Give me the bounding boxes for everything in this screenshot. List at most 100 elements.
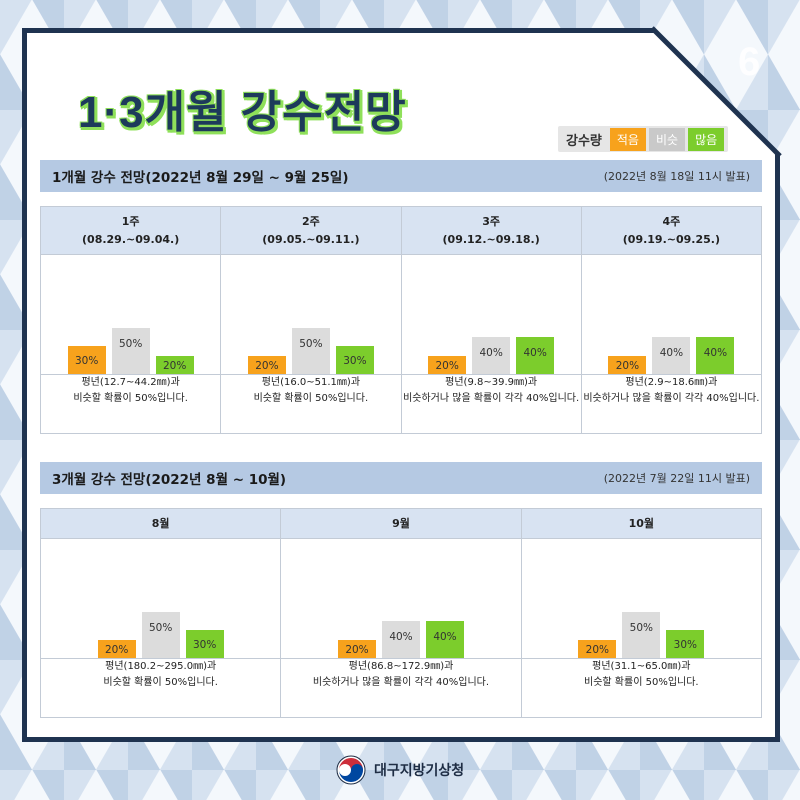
bar-high [516,337,555,374]
bar-label-similar: 50% [118,338,143,350]
description-line-2: 비슷하거나 많을 확률이 각각 40%입니다. [403,393,580,404]
column-header: 1주 (08.29.~09.04.) [41,207,221,255]
bar-label-similar: 40% [659,347,684,360]
bar-low [428,355,467,374]
bar-low [337,639,376,658]
agency-name: 대구지방기상청 [374,763,465,779]
period-label: 8월 [151,516,170,530]
column-header: 8월 [41,509,281,539]
bar-label-low: 20% [345,643,369,656]
forecast-table-1month: 1주 (08.29.~09.04.) 30% 50% 20% 평년(12.7~44.2㎜)… [40,206,762,434]
description-line-1: 평년(86.8~172.9㎜)과 [348,661,454,672]
column-header: 4주 (09.19.~09.25.) [581,207,761,255]
forecast-column: 3주 (09.12.~09.18.) 20% 40% 40% 평년(9.8~39.9㎜)과… [401,207,582,433]
bar-label-high: 30% [192,639,217,652]
section-1month-header: 1개월 강수 전망(2022년 8월 29일 ~ 9월 25일) (2022년 … [40,160,762,192]
probability-chart: 20% 40% 40% [581,255,761,375]
bar-high [425,621,464,658]
footer: 대구지방기상청 [336,755,464,785]
bar-low [247,355,286,374]
bar-label-similar: 40% [389,631,413,644]
section-1month-issued: (2022년 8월 18일 11시 발표) [603,170,750,183]
probability-chart: 30% 50% 20% [41,255,221,375]
description-line-2: 비슷하거나 많을 확률이 각각 40%입니다. [312,677,490,688]
description-line-2: 비슷할 확률이 50%입니다. [253,393,369,404]
bar-label-low: 20% [255,359,279,372]
description-line-1: 평년(9.8~39.9㎜)과 [445,377,538,388]
bar-label-high: 20% [162,359,187,372]
forecast-column: 2주 (09.05.~09.11.) 20% 50% 30% 평년(16.0~51.1㎜)… [221,207,402,433]
bar-label-similar: 40% [479,347,503,360]
legend: 강수량 적음 비슷 많음 [558,126,729,152]
period-label: 2주 [301,214,320,228]
bar-low [578,639,617,658]
bar-similar [652,337,691,374]
bar-high [335,346,374,374]
probability-chart: 20% 40% 40% [281,539,521,659]
description-line-1: 평년(2.9~18.6㎜)과 [625,377,718,388]
page-number: 6 [738,40,761,84]
period-label: 1주 [121,214,140,228]
legend-high: 많음 [688,127,725,151]
bar-label-high: 40% [523,347,547,360]
forecast-column: 8월 20% 50% 30% 평년(180.2~295.0㎜)과 비슷할 확률이 50%입… [41,509,282,717]
period-dates: (09.12.~09.18.) [442,232,540,246]
bar-similar [291,328,330,374]
description-line-2: 비슷할 확률이 50%입니다. [584,677,699,688]
period-label: 10월 [628,516,655,530]
bar-high [185,630,224,658]
section-1month-title: 1개월 강수 전망(2022년 8월 29일 ~ 9월 25일) [52,170,349,186]
description-line-1: 평년(12.7~44.2㎜)과 [81,377,180,388]
description-line-1: 평년(180.2~295.0㎜)과 [105,661,217,672]
bar-label-low: 30% [74,355,99,368]
bar-similar [622,612,661,658]
forecast-table-3month: 8월 20% 50% 30% 평년(180.2~295.0㎜)과 비슷할 확률이 50%입… [40,508,762,718]
period-label: 3주 [482,214,501,228]
legend-low: 적음 [609,127,646,151]
probability-chart: 20% 50% 30% [41,539,281,659]
bar-low [608,355,647,374]
period-dates: (09.05.~09.11.) [262,232,360,246]
probability-chart: 20% 50% 30% [521,539,761,659]
period-dates: (08.29.~09.04.) [82,232,180,246]
bar-similar [111,328,150,374]
bar-similar [141,612,180,658]
bar-label-low: 20% [104,643,129,656]
description-line-2: 비슷할 확률이 50%입니다. [73,393,188,404]
bar-label-similar: 50% [629,622,653,634]
probability-chart: 20% 50% 30% [221,255,401,375]
column-header: 3주 (09.12.~09.18.) [401,207,581,255]
column-header: 9월 [281,509,521,539]
bar-label-high: 40% [703,347,728,360]
forecast-column: 9월 20% 40% 40% 평년(86.8~172.9㎜)과 비슷하거나 많을 확률이 … [281,509,522,717]
bar-label-similar: 50% [148,622,173,634]
bar-label-high: 30% [673,639,697,652]
legend-title: 강수량 [566,133,602,149]
description-line-1: 평년(16.0~51.1㎜)과 [261,377,361,388]
section-3month-issued: (2022년 7월 22일 11시 발표) [603,472,750,485]
section-3month-title: 3개월 강수 전망(2022년 8월 ~ 10월) [52,472,287,488]
description-line-2: 비슷하거나 많을 확률이 각각 40%입니다. [583,393,760,404]
bar-label-low: 20% [585,643,609,656]
bar-label-high: 30% [343,355,367,368]
bar-label-low: 20% [435,359,459,372]
forecast-description: 평년(180.2~295.0㎜)과 비슷할 확률이 50%입니다. [41,659,280,691]
government-emblem-icon [336,755,366,785]
column-header: 10월 [521,509,761,539]
page-title: 1·3개월 강수전망 [78,88,407,137]
section-3month-header: 3개월 강수 전망(2022년 8월 ~ 10월) (2022년 7월 22일 … [40,462,762,494]
description-line-1: 평년(31.1~65.0㎜)과 [592,661,691,672]
period-label: 4주 [662,214,681,228]
forecast-column: 4주 (09.19.~09.25.) 20% 40% 40% 평년(2.9~18.6㎜)과… [581,207,761,433]
period-label: 9월 [392,516,410,530]
bar-high [696,337,735,374]
period-dates: (09.19.~09.25.) [622,232,720,246]
bar-label-low: 20% [615,359,640,372]
bar-similar [472,337,511,374]
